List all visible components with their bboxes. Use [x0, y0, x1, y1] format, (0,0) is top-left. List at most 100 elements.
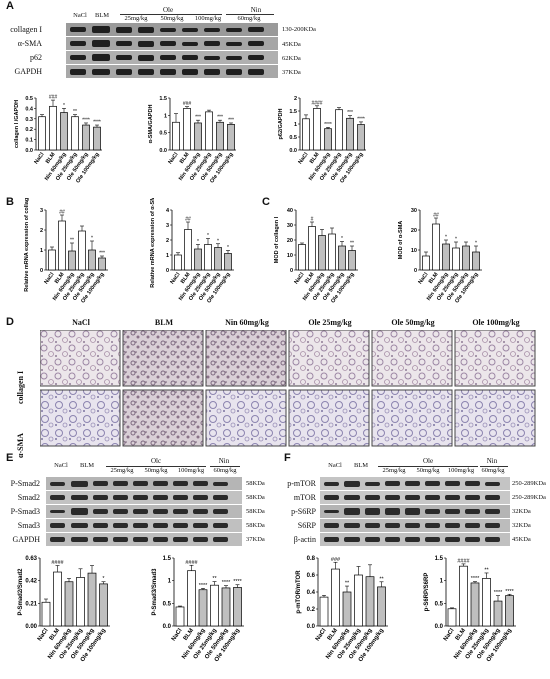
category-label: BLM — [54, 271, 66, 285]
y-tick-label: 1 — [166, 253, 169, 259]
y-axis-label: p62/GAPDH — [278, 109, 284, 140]
significance-label: **** — [471, 576, 480, 582]
western-blot-f: NaCl BLM Ole Nin 25mg/kg 50mg/kg 100mg/k… — [282, 456, 550, 546]
y-tick-label: 10 — [411, 248, 417, 254]
bar — [210, 584, 219, 627]
dose-label: 100mg/kg — [447, 467, 475, 474]
bar — [470, 582, 480, 627]
category-label: NaCl — [418, 271, 430, 285]
bar — [82, 124, 90, 151]
y-axis-label: MOD of α-SMA — [398, 221, 404, 260]
blot-row-label: S6RP — [297, 521, 316, 530]
y-axis-label: Relative mRNA expression of collagen I — [24, 198, 30, 292]
significance-label: #### — [457, 558, 470, 564]
group-label-ole: Ole — [422, 457, 434, 465]
bar — [313, 108, 321, 151]
significance-label: ** — [70, 238, 74, 244]
y-axis-label: P-Smad3/Smad3 — [152, 568, 158, 616]
y-tick-label: 0.8 — [307, 556, 316, 562]
bar — [172, 121, 180, 151]
y-tick-label: 0.5 — [435, 601, 444, 607]
bar — [187, 570, 196, 627]
y-tick-label: 0.63 — [25, 556, 37, 562]
bar — [224, 253, 232, 271]
y-tick-label: 1 — [40, 248, 43, 254]
significance-label: **** — [324, 122, 332, 128]
bar — [204, 244, 212, 271]
bar — [324, 128, 332, 151]
kda-label: 58KDa — [246, 480, 265, 487]
blot-row-label: p62 — [30, 53, 42, 62]
significance-label: * — [197, 239, 199, 245]
ihc-column-title: BLM — [154, 318, 174, 327]
y-tick-label: 0.21 — [25, 601, 37, 607]
significance-label: ** — [484, 567, 489, 573]
bar — [88, 249, 96, 271]
category-label: NaCl — [170, 271, 182, 285]
panel-label-c: C — [262, 196, 270, 208]
kda-label: 32KDa — [512, 508, 531, 515]
y-axis-label: p-S6RP/S6RP — [424, 573, 430, 612]
bar — [49, 105, 57, 151]
blot-row-label: GAPDH — [14, 67, 42, 76]
y-tick-label: 3 — [166, 223, 169, 229]
bar — [442, 243, 450, 271]
significance-label: # — [311, 217, 314, 223]
ihc-row-label: collagen I — [16, 370, 25, 404]
dose-label: 100mg/kg — [194, 15, 222, 22]
bar — [227, 123, 235, 151]
ihc-column-title: NaCl — [72, 318, 90, 327]
bar — [493, 600, 503, 627]
y-tick-label: 10 — [287, 253, 293, 259]
blot-row-label: GAPDH — [12, 535, 40, 544]
blot-row-label: β-actin — [293, 535, 316, 544]
blot-row-label: Smad2 — [17, 493, 40, 502]
y-axis-label: α-SMA/GAPDH — [148, 105, 154, 144]
bar — [338, 245, 346, 271]
bar — [71, 116, 79, 151]
kda-label: 58KDa — [246, 494, 265, 501]
kda-label: 37KDa — [246, 536, 265, 543]
dose-label: 25mg/kg — [110, 467, 134, 474]
dose-label: 60mg/kg — [213, 467, 237, 474]
group-line-ole — [106, 466, 206, 467]
bar — [68, 250, 76, 271]
y-tick-label: 0.4 — [307, 590, 316, 596]
y-tick-label: 0.3 — [25, 117, 33, 123]
category-label: BLM — [180, 271, 192, 285]
y-tick-label: 20 — [287, 238, 293, 244]
y-tick-label: 1 — [294, 122, 297, 128]
significance-label: #### — [185, 560, 198, 566]
significance-label: **** — [199, 583, 208, 589]
y-tick-label: 30 — [287, 223, 293, 229]
chart-mrna-asma: 0 1 2 3 4 Relative mRNA expression of α-SMA Na… — [150, 198, 234, 304]
group-line-nin — [226, 14, 274, 15]
bar — [472, 251, 480, 271]
bar — [459, 565, 468, 627]
y-tick-label: 0.2 — [25, 127, 33, 133]
dose-label: 25mg/kg — [124, 15, 148, 22]
bar — [205, 111, 213, 151]
bar — [335, 109, 343, 151]
y-tick-label: 0.6 — [307, 573, 316, 579]
bar — [357, 124, 365, 151]
category-label: BLM — [309, 151, 321, 165]
y-tick-label: 0.4 — [25, 106, 34, 112]
category-label: NaCl — [44, 271, 56, 285]
bar — [346, 117, 354, 151]
western-blot-a: NaCl BLM Ole Nin 25mg/kg 50mg/kg 100mg/k… — [8, 4, 316, 80]
bar — [214, 247, 222, 271]
blot-a-image — [66, 23, 278, 78]
blot-row-label: α-SMA — [17, 39, 42, 48]
y-axis-label: P-Smad2/Smad2 — [18, 568, 24, 616]
kda-label: 250-289KDa — [512, 494, 546, 501]
bar — [482, 578, 491, 627]
bar — [60, 112, 68, 151]
bar — [198, 589, 208, 627]
y-axis-label: collagen I /GAPDH — [14, 100, 20, 148]
group-label-ole: Ole — [162, 6, 174, 14]
y-tick-label: 0.5 — [289, 135, 297, 141]
bar — [194, 122, 202, 151]
bar — [41, 601, 51, 627]
